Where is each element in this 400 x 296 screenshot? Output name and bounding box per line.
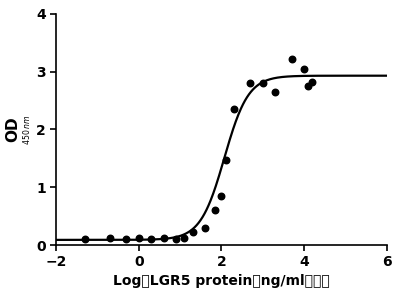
Point <box>301 66 307 71</box>
Point <box>202 225 208 230</box>
Point <box>260 81 266 86</box>
Point <box>222 157 229 162</box>
Point <box>189 230 196 235</box>
Point <box>247 81 254 86</box>
Text: OD: OD <box>6 117 21 142</box>
Text: $_{450\,nm}$: $_{450\,nm}$ <box>22 114 34 144</box>
X-axis label: Log（LGR5 protein（ng/ml）　）: Log（LGR5 protein（ng/ml） ） <box>113 274 330 288</box>
Point <box>218 194 225 198</box>
Point <box>82 237 88 242</box>
Point <box>123 237 130 242</box>
Point <box>305 84 312 89</box>
Point <box>231 107 237 112</box>
Point <box>288 57 295 61</box>
Point <box>136 236 142 241</box>
Point <box>212 208 218 213</box>
Point <box>160 236 167 241</box>
Point <box>107 236 113 241</box>
Point <box>272 89 278 94</box>
Point <box>148 236 154 241</box>
Point <box>173 237 179 242</box>
Point <box>309 80 316 84</box>
Point <box>181 235 188 240</box>
